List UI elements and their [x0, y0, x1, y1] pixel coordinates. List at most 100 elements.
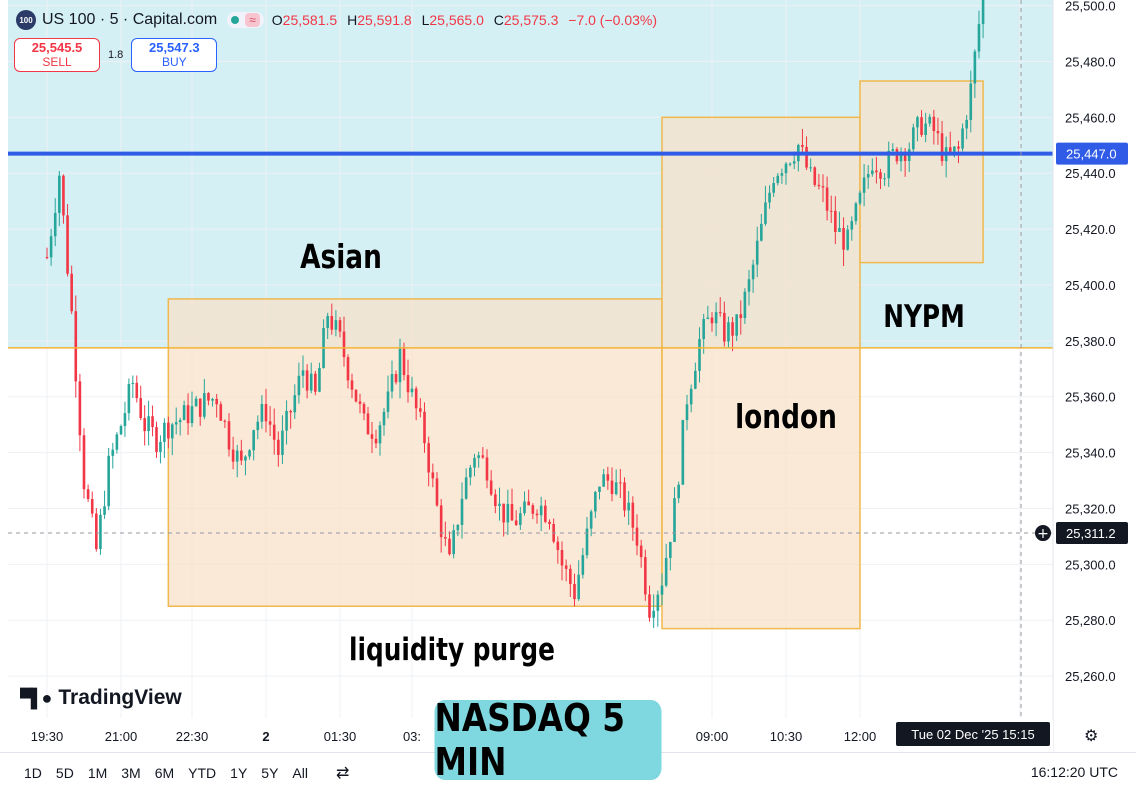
- candle-body: [127, 383, 131, 414]
- candle-body: [948, 147, 952, 152]
- candle-body: [723, 312, 726, 342]
- crosshair-price-label-bg: [1056, 522, 1128, 545]
- symbol-badge[interactable]: 100: [16, 10, 36, 30]
- timeframe-3m[interactable]: 3M: [121, 765, 141, 781]
- candle-body: [743, 291, 747, 319]
- tradingview-logo-text: TradingView: [58, 686, 182, 709]
- candle-body: [969, 83, 973, 120]
- candle-body: [539, 505, 543, 516]
- time-tick-label: 03:: [403, 729, 421, 744]
- candle-body: [805, 146, 808, 168]
- level-price-label: 25,447.0: [1066, 147, 1117, 162]
- candle-body: [305, 370, 309, 391]
- candle-body: [887, 150, 891, 179]
- candle-body: [423, 411, 426, 444]
- candle-body: [648, 594, 651, 618]
- market-open-dot-icon: [231, 16, 240, 24]
- candle-body: [606, 474, 610, 481]
- candle-body: [289, 410, 292, 413]
- candle-body: [957, 146, 960, 149]
- utc-clock[interactable]: 16:12:20 UTC: [1030, 764, 1118, 780]
- timeframe-1y[interactable]: 1Y: [230, 765, 248, 781]
- status-group[interactable]: ≈: [227, 12, 264, 28]
- candle-body: [494, 494, 497, 507]
- candle-body: [394, 374, 398, 383]
- candle-body: [747, 279, 751, 292]
- ohlc-close-key: C: [493, 12, 504, 28]
- candle-body: [556, 541, 560, 551]
- buy-button[interactable]: 25,547.3 BUY: [131, 38, 218, 72]
- price-tick-label: 25,360.0: [1065, 390, 1116, 405]
- price-tick-label: 25,320.0: [1065, 501, 1116, 516]
- candle-body: [940, 133, 944, 162]
- candle-body: [664, 557, 668, 586]
- price-tick-label: 25,440.0: [1065, 166, 1116, 181]
- candle-body: [784, 163, 788, 174]
- candle-body: [610, 480, 614, 495]
- price-chart[interactable]: Asian liquidity purge london NYPM 25,260.0 2…: [0, 0, 1136, 752]
- compare-range-icon[interactable]: ⇄: [335, 765, 350, 782]
- candle-body: [326, 316, 329, 329]
- crosshair-price-label: 25,311.2: [1066, 526, 1116, 541]
- candle-body: [99, 514, 102, 550]
- candle-body: [631, 502, 635, 528]
- data-delay-icon[interactable]: ≈: [245, 13, 260, 27]
- candle-body: [135, 382, 139, 399]
- candle-body: [899, 151, 903, 162]
- sell-button[interactable]: 25,545.5 SELL: [14, 38, 100, 72]
- candle-body: [973, 51, 977, 84]
- candle-body: [198, 398, 202, 417]
- candle-body: [581, 555, 585, 575]
- timeframe-6m[interactable]: 6M: [154, 765, 175, 781]
- candle-body: [727, 322, 730, 342]
- candle-body: [598, 486, 601, 492]
- candle-body: [652, 610, 655, 618]
- candle-body: [792, 161, 796, 164]
- symbol-title[interactable]: US 100 · 5 · Capital.com: [42, 11, 218, 28]
- candle-body: [131, 382, 135, 384]
- candle-body: [452, 530, 455, 555]
- candle-body: [107, 455, 110, 507]
- candle-body: [419, 408, 422, 412]
- time-tick-label: 09:00: [696, 729, 729, 744]
- candle-body: [439, 505, 443, 538]
- timeframe-1d[interactable]: 1D: [24, 765, 42, 781]
- candle-body: [932, 116, 936, 132]
- timeframe-5y[interactable]: 5Y: [261, 765, 279, 781]
- candle-body: [928, 116, 932, 124]
- candle-body: [456, 524, 460, 531]
- candle-body: [669, 541, 672, 558]
- candle-body: [953, 146, 956, 152]
- candle-body: [170, 424, 174, 439]
- candle-body: [635, 527, 639, 546]
- candle-body: [82, 435, 86, 490]
- candle-body: [639, 545, 643, 558]
- candle-body: [414, 388, 418, 409]
- candle-body: [788, 163, 792, 165]
- candle-body: [573, 583, 576, 600]
- time-tick-label: 10:30: [770, 729, 803, 744]
- candle-body: [350, 380, 354, 390]
- candle-body: [569, 568, 572, 584]
- price-tick-label: 25,420.0: [1065, 222, 1116, 237]
- candle-body: [751, 264, 755, 280]
- tradingview-logo[interactable]: ▀▌● TradingView: [20, 686, 182, 710]
- timeframe-1m[interactable]: 1M: [87, 765, 108, 781]
- candle-body: [66, 215, 69, 274]
- candle-body: [473, 457, 476, 468]
- candle-body: [211, 398, 214, 401]
- gear-icon[interactable]: ⚙: [1084, 728, 1099, 745]
- candle-body: [346, 357, 350, 381]
- candle-body: [293, 395, 297, 413]
- timeframe-all[interactable]: All: [292, 765, 308, 781]
- timeframe-ytd[interactable]: YTD: [188, 765, 217, 781]
- candle-body: [825, 187, 829, 211]
- candle-body: [252, 430, 255, 451]
- candle-body: [268, 421, 272, 425]
- sell-price: 25,545.5: [31, 40, 83, 56]
- timeframe-5d[interactable]: 5D: [55, 765, 74, 781]
- candle-body: [431, 472, 435, 479]
- candle-body: [62, 175, 65, 216]
- session-label-asian: Asian: [300, 238, 382, 277]
- candle-body: [366, 413, 370, 435]
